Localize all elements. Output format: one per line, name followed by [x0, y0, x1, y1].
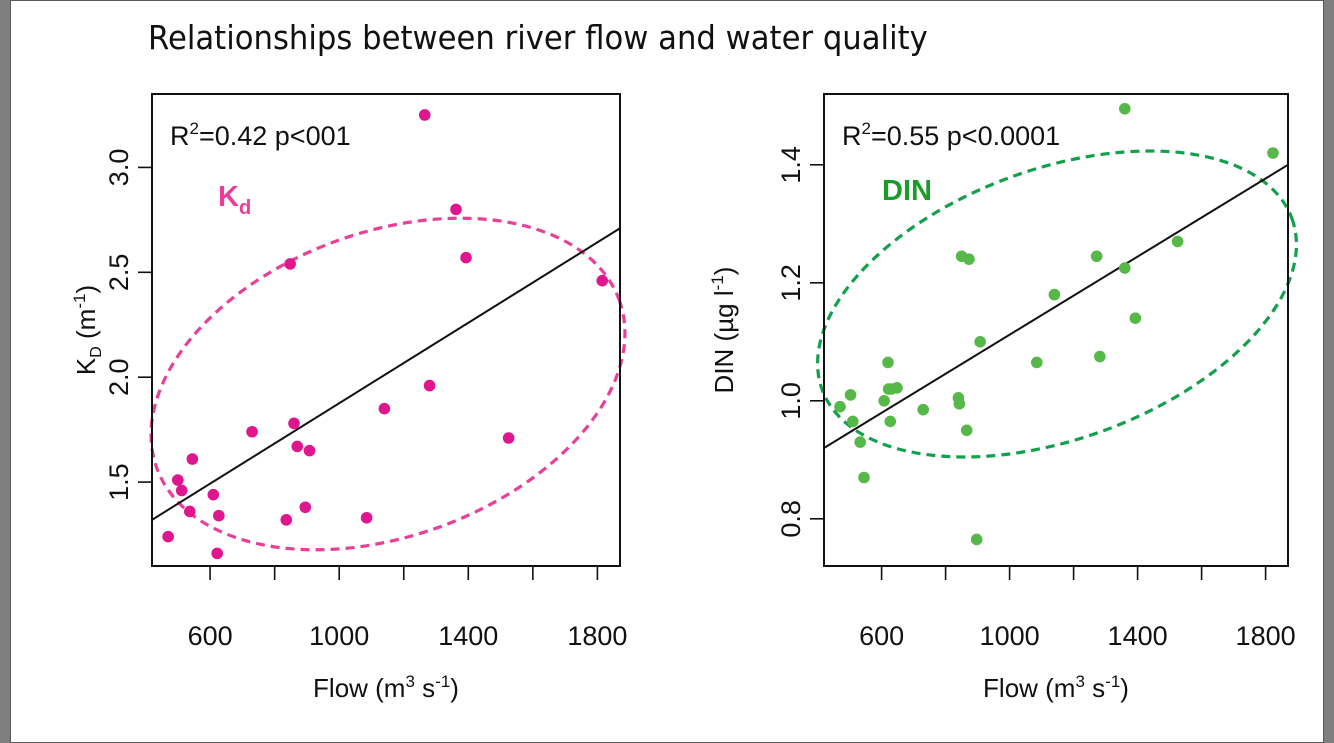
series-annotation: Kd: [218, 181, 251, 219]
data-point: [1119, 102, 1131, 115]
data-point: [299, 501, 312, 514]
data-point: [175, 484, 188, 497]
data-point: [878, 395, 890, 407]
data-point: [162, 530, 174, 543]
y-tick-label: 2.5: [104, 254, 134, 292]
data-point: [1094, 350, 1106, 363]
regression-line: [823, 163, 1289, 449]
y-tick-label: 1.0: [776, 382, 806, 420]
data-point: [186, 453, 199, 465]
y-tick-label: 2.0: [104, 358, 134, 396]
data-point: [378, 402, 391, 415]
data-point: [834, 400, 846, 413]
data-point: [596, 274, 609, 287]
page-title: Relationships between river flow and wat…: [148, 18, 928, 57]
regression-line: [151, 227, 621, 521]
data-point: [1031, 356, 1043, 369]
data-point: [291, 440, 304, 453]
plot-frame: [823, 93, 1289, 567]
x-tick-label: 600: [859, 621, 904, 651]
data-point: [423, 379, 436, 392]
data-point: [854, 436, 866, 448]
data-point: [960, 424, 973, 437]
y-tick-label: 3.0: [104, 149, 134, 187]
panel-left: 600 1000 1400 1800 1.5 2.0 2.5 3.0 Flow (m3 s-1)…: [70, 93, 627, 703]
regression-stat: R2=0.55 p<0.0001: [842, 119, 1060, 151]
data-point: [953, 397, 966, 410]
data-point: [213, 509, 225, 522]
data-point: [246, 425, 258, 438]
x-tick-label: 1000: [980, 621, 1040, 651]
series-annotation: DIN: [882, 175, 932, 207]
x-tick-label: 600: [188, 621, 233, 651]
data-point: [211, 547, 223, 560]
x-axis-label: Flow (m3 s-1): [983, 672, 1129, 703]
y-axis-label: KD (m-1): [70, 285, 105, 375]
x-tick-label: 1400: [438, 621, 498, 651]
data-point: [844, 389, 857, 401]
y-tick-label: 0.8: [776, 500, 806, 538]
data-point: [172, 474, 184, 486]
data-point: [847, 415, 859, 428]
data-point: [502, 432, 515, 444]
data-point: [418, 109, 431, 121]
data-point: [1267, 147, 1279, 159]
data-point: [280, 514, 293, 526]
y-axis-label: DIN (µg l-1): [708, 267, 739, 394]
data-point: [917, 403, 929, 416]
data-point: [460, 251, 472, 264]
data-point: [963, 253, 975, 265]
y-tick-label: 1.4: [776, 146, 806, 184]
data-point: [882, 356, 894, 369]
data-point: [288, 417, 300, 430]
data-point: [891, 382, 903, 394]
data-point: [450, 203, 462, 216]
data-point: [858, 471, 870, 484]
plot-frame: [151, 93, 621, 567]
y-tick-label: 1.5: [104, 463, 134, 501]
data-point: [360, 511, 373, 524]
data-point: [183, 505, 196, 518]
x-tick-label: 1400: [1108, 621, 1168, 651]
data-point: [1048, 288, 1061, 301]
figure-frame: [10, 0, 1324, 743]
data-point: [284, 258, 296, 270]
data-point: [974, 336, 986, 348]
data-point: [884, 415, 897, 428]
data-point: [303, 444, 316, 457]
data-point: [970, 533, 983, 546]
data-point: [207, 488, 220, 501]
x-tick-label: 1800: [1236, 621, 1296, 651]
y-tick-label: 1.2: [776, 264, 806, 302]
data-point: [1129, 312, 1142, 325]
x-tick-label: 1800: [567, 621, 627, 651]
regression-stat: R2=0.42 p<001: [170, 119, 351, 151]
data-point: [1171, 235, 1184, 248]
x-tick-label: 1000: [309, 621, 369, 651]
highlight-ellipse: [815, 149, 1299, 459]
panel-right: 600 1000 1400 1800 0.8 1.0 1.2 1.4 Flow (m3 s-1)…: [708, 93, 1299, 703]
data-point: [1119, 262, 1131, 274]
x-axis-label: Flow (m3 s-1): [313, 672, 459, 703]
highlight-ellipse: [149, 216, 627, 552]
data-point: [1090, 250, 1103, 263]
